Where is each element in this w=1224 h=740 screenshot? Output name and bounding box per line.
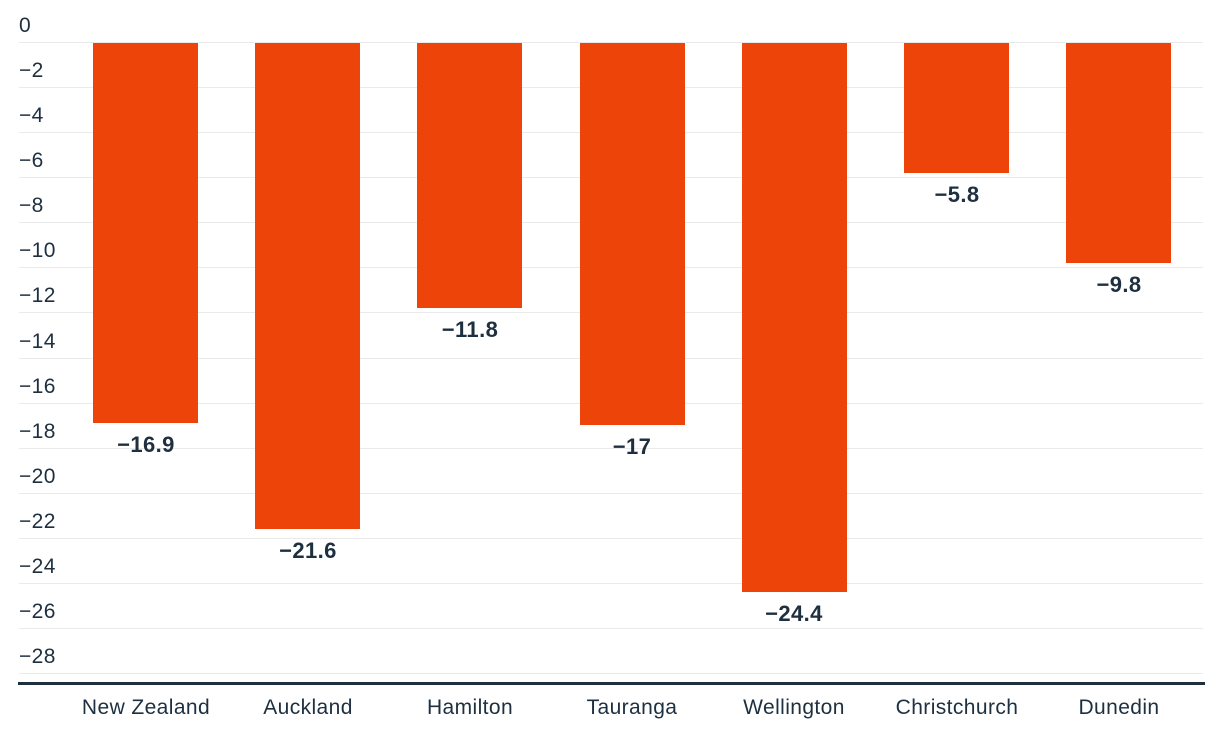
category-label-dunedin: Dunedin xyxy=(1078,696,1160,719)
y-tick-label: 0 xyxy=(19,14,32,37)
bar-value-label: −16.9 xyxy=(117,432,175,457)
category-label-hamilton: Hamilton xyxy=(426,696,514,719)
category-label-christchurch: Christchurch xyxy=(895,696,1019,719)
gridline xyxy=(19,628,1203,629)
bar-value-label: −17 xyxy=(612,434,652,459)
bar-value-label: −21.6 xyxy=(279,538,337,563)
y-tick-label: −22 xyxy=(19,510,56,533)
category-label-tauranga: Tauranga xyxy=(586,696,678,719)
y-tick-label: −20 xyxy=(19,465,56,488)
gridline xyxy=(19,583,1203,584)
y-tick-label: −28 xyxy=(19,645,56,668)
x-axis-line xyxy=(18,682,1205,685)
bar-value-label: −9.8 xyxy=(1096,272,1142,297)
y-tick-label: −2 xyxy=(19,59,44,82)
y-tick-label: −16 xyxy=(19,375,56,398)
bar-value-label: −24.4 xyxy=(765,601,823,626)
bar-value-label: −11.8 xyxy=(441,317,499,342)
bar-christchurch xyxy=(904,43,1009,173)
bar-hamilton xyxy=(417,43,522,308)
y-tick-label: −6 xyxy=(19,149,44,172)
gridline xyxy=(19,42,1203,43)
gridline xyxy=(19,493,1203,494)
y-tick-label: −26 xyxy=(19,600,56,623)
y-tick-label: −8 xyxy=(19,194,44,217)
gridline xyxy=(19,448,1203,449)
bar-value-label: −5.8 xyxy=(934,182,980,207)
y-tick-label: −4 xyxy=(19,104,44,127)
bar-auckland xyxy=(255,43,360,529)
y-tick-label: −24 xyxy=(19,555,56,578)
gridline xyxy=(19,673,1203,674)
y-tick-label: −14 xyxy=(19,330,56,353)
y-tick-label: −12 xyxy=(19,284,56,307)
bar-wellington xyxy=(742,43,847,592)
category-label-new-zealand: New Zealand xyxy=(81,696,211,719)
category-label-wellington: Wellington xyxy=(743,696,845,719)
y-tick-label: −18 xyxy=(19,420,56,443)
category-label-auckland: Auckland xyxy=(263,696,353,719)
bar-tauranga xyxy=(580,43,685,425)
gridline xyxy=(19,538,1203,539)
y-tick-label: −10 xyxy=(19,239,56,262)
bar-new-zealand xyxy=(93,43,198,423)
bar-dunedin xyxy=(1066,43,1171,263)
